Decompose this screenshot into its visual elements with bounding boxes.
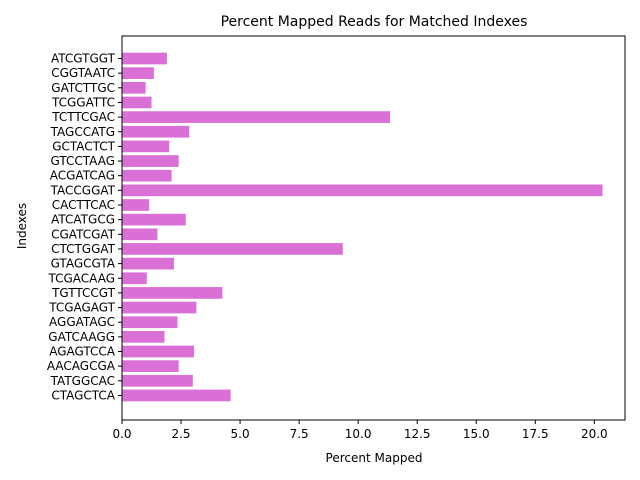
bar: [122, 67, 154, 79]
x-tick-label: 15.0: [463, 427, 490, 441]
bar: [122, 184, 603, 197]
y-tick-label: TCGAGAGT: [48, 301, 115, 315]
y-tick-label: TCGGATTC: [51, 95, 115, 109]
x-tick-label: 0.0: [112, 427, 131, 441]
y-tick-label: ATCGTGGT: [51, 52, 116, 66]
y-tick-label: CACTTCAC: [52, 198, 115, 212]
y-tick-label: GTAGCGTA: [51, 257, 116, 271]
plot-frame: [121, 35, 626, 421]
bar: [122, 96, 152, 109]
chart-title: Percent Mapped Reads for Matched Indexes: [221, 14, 528, 30]
y-tick-label: CTCTGGAT: [51, 242, 116, 256]
x-axis-label: Percent Mapped: [326, 451, 423, 465]
bar: [122, 301, 197, 314]
y-tick-label: CGATCGAT: [51, 227, 116, 241]
bar: [122, 360, 179, 372]
bar: [122, 389, 231, 402]
bar: [122, 169, 172, 182]
bar: [122, 213, 186, 226]
y-tick-label: TACCGGAT: [50, 183, 116, 197]
bar: [122, 81, 146, 94]
y-tick-label: TGTTCCGT: [51, 286, 116, 300]
x-tick-label: 2.5: [171, 427, 190, 441]
y-tick-label: ATCATGCG: [51, 213, 115, 227]
bar: [122, 111, 391, 123]
y-tick-label: GCTACTCT: [52, 139, 115, 153]
x-tick-label: 7.5: [290, 427, 309, 441]
y-tick-label: AACAGCGA: [47, 359, 116, 373]
y-tick-label: GATCTTGC: [51, 81, 115, 95]
y-axis-ticks: ATCGTGGTCGGTAATCGATCTTGCTCGGATTCTCTTCGAC…: [47, 52, 122, 402]
y-tick-label: AGAGTCCA: [49, 345, 116, 359]
x-axis-ticks: 0.0 2.5 5.0 7.5 10.0 12.5 15.0 17.5 20.0: [112, 420, 608, 441]
x-tick-label: 10.0: [345, 427, 372, 441]
y-tick-label: TCTTCGAC: [51, 110, 115, 124]
bar: [122, 331, 165, 343]
bar: [122, 199, 150, 211]
bar: [122, 272, 147, 285]
bar: [122, 228, 158, 241]
x-tick-label: 17.5: [522, 427, 549, 441]
bar: [122, 140, 170, 153]
bar: [122, 345, 195, 358]
y-tick-label: ACGATCAG: [50, 169, 115, 183]
bar: [122, 374, 193, 387]
bar: [122, 155, 179, 167]
y-tick-label: GTCCTAAG: [51, 154, 116, 168]
y-tick-label: AGGATAGC: [49, 315, 115, 329]
x-tick-label: 20.0: [581, 427, 608, 441]
bar: [122, 287, 223, 299]
bar: [122, 316, 178, 329]
bars-group: [122, 52, 603, 402]
y-tick-label: TAGCCATG: [50, 125, 115, 139]
bar: [122, 243, 343, 255]
bar: [122, 257, 174, 270]
x-tick-label: 12.5: [404, 427, 431, 441]
y-tick-label: GATCAAGG: [48, 330, 115, 344]
y-axis-label: Indexes: [15, 203, 29, 249]
y-tick-label: TATGGCAC: [50, 374, 115, 388]
y-tick-label: CGGTAATC: [51, 66, 115, 80]
y-tick-label: TCGACAAG: [47, 271, 115, 285]
x-tick-label: 5.0: [231, 427, 250, 441]
y-tick-label: CTAGCTCA: [51, 388, 115, 402]
bar: [122, 52, 167, 65]
bar: [122, 125, 190, 138]
